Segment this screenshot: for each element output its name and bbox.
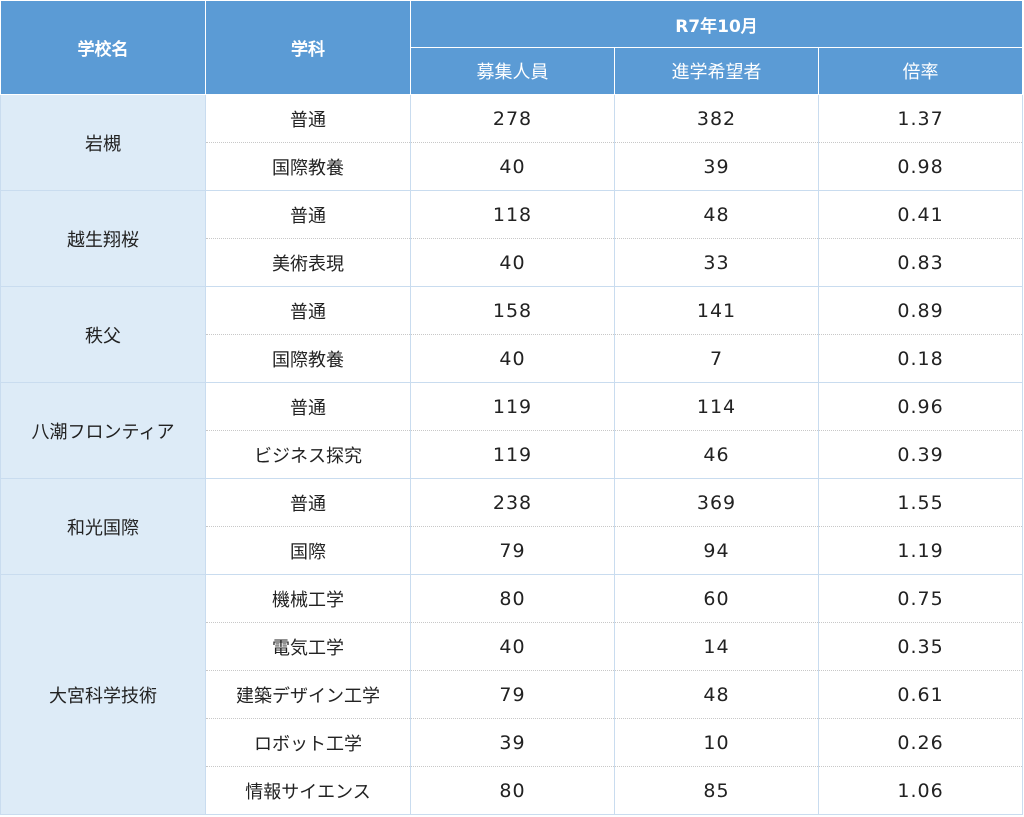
ratio-cell: 0.75 bbox=[817, 574, 1024, 623]
table-row: 建築デザイン工学 79 48 0.61 bbox=[1, 670, 1024, 719]
header-period: R7年10月 bbox=[409, 0, 1024, 48]
department-cell: 国際教養 bbox=[205, 142, 411, 191]
capacity-cell: 278 bbox=[410, 94, 615, 143]
capacity-cell: 119 bbox=[410, 382, 615, 431]
ratio-cell: 0.18 bbox=[817, 334, 1024, 383]
capacity-cell: 40 bbox=[410, 334, 615, 383]
applicants-cell: 141 bbox=[614, 286, 819, 335]
capacity-cell: 118 bbox=[410, 190, 615, 239]
department-cell: 普通 bbox=[205, 94, 411, 143]
table-row: 八潮フロンティア 普通 119 114 0.96 bbox=[0, 382, 1024, 479]
department-cell: 普通 bbox=[205, 382, 411, 431]
applicants-cell: 14 bbox=[614, 622, 819, 671]
school-name: 大宮科学技術 bbox=[0, 574, 206, 815]
ratio-cell: 1.19 bbox=[817, 526, 1024, 575]
applicants-cell: 85 bbox=[614, 766, 819, 815]
department-cell: 普通 bbox=[205, 478, 411, 527]
table-body: 岩槻 普通 278 382 1.37 国際教養 40 39 0.98 越生翔桜 普通 118 48 0.4… bbox=[0, 94, 1024, 815]
applicants-cell: 94 bbox=[614, 526, 819, 575]
applicants-cell: 114 bbox=[614, 382, 819, 431]
applicants-cell: 10 bbox=[614, 718, 819, 767]
department-cell: 普通 bbox=[205, 190, 411, 239]
table-row: 越生翔桜 普通 118 48 0.41 bbox=[0, 190, 1024, 287]
school-name: 越生翔桜 bbox=[0, 190, 206, 287]
school-name: 秩父 bbox=[0, 286, 206, 383]
applicants-cell: 60 bbox=[614, 574, 819, 623]
ratio-cell: 0.35 bbox=[817, 622, 1024, 671]
header-school: 学校名 bbox=[0, 0, 206, 95]
table-row: ロボット工学 39 10 0.26 bbox=[1, 718, 1024, 767]
table-row: 国際 79 94 1.19 bbox=[1, 526, 1024, 575]
capacity-cell: 80 bbox=[410, 574, 615, 623]
ratio-cell: 0.39 bbox=[817, 430, 1024, 479]
ratio-cell: 0.89 bbox=[817, 286, 1024, 335]
table-row: 和光国際 普通 238 369 1.55 bbox=[0, 478, 1024, 575]
department-cell: 情報サイエンス bbox=[205, 766, 411, 815]
capacity-cell: 80 bbox=[410, 766, 615, 815]
capacity-cell: 238 bbox=[410, 478, 615, 527]
header-ratio: 倍率 bbox=[817, 47, 1024, 95]
table-row: 情報サイエンス 80 85 1.06 bbox=[1, 766, 1024, 815]
department-cell: 国際 bbox=[205, 526, 411, 575]
department-cell: ビジネス探究 bbox=[205, 430, 411, 479]
capacity-cell: 40 bbox=[410, 142, 615, 191]
ratio-cell: 0.96 bbox=[817, 382, 1024, 431]
department-cell: 美術表現 bbox=[205, 238, 411, 287]
department-cell: 機械工学 bbox=[205, 574, 411, 623]
capacity-cell: 158 bbox=[410, 286, 615, 335]
ratio-cell: 0.83 bbox=[817, 238, 1024, 287]
department-cell: ロボット工学 bbox=[205, 718, 411, 767]
applicants-cell: 382 bbox=[614, 94, 819, 143]
applicants-cell: 7 bbox=[614, 334, 819, 383]
school-name: 和光国際 bbox=[0, 478, 206, 575]
capacity-cell: 40 bbox=[410, 622, 615, 671]
applicants-cell: 39 bbox=[614, 142, 819, 191]
applicants-cell: 369 bbox=[614, 478, 819, 527]
table-row: ビジネス探究 119 46 0.39 bbox=[1, 430, 1024, 479]
table-row: 岩槻 普通 278 382 1.37 bbox=[0, 94, 1024, 191]
header-applicants: 進学希望者 bbox=[614, 47, 819, 95]
department-cell: 国際教養 bbox=[205, 334, 411, 383]
capacity-cell: 79 bbox=[410, 526, 615, 575]
table-row: 国際教養 40 39 0.98 bbox=[1, 142, 1024, 191]
capacity-cell: 39 bbox=[410, 718, 615, 767]
header-department: 学科 bbox=[205, 0, 411, 95]
school-name: 岩槻 bbox=[0, 94, 206, 191]
ratio-cell: 0.98 bbox=[817, 142, 1024, 191]
applicants-cell: 48 bbox=[614, 670, 819, 719]
department-cell: 電気工学 bbox=[205, 622, 411, 671]
ratio-cell: 0.26 bbox=[817, 718, 1024, 767]
table-row: 秩父 普通 158 141 0.89 bbox=[0, 286, 1024, 383]
ratio-cell: 1.06 bbox=[817, 766, 1024, 815]
table-row: 電気工学 40 14 0.35 bbox=[1, 622, 1024, 671]
capacity-cell: 119 bbox=[410, 430, 615, 479]
table-row: 国際教養 40 7 0.18 bbox=[1, 334, 1024, 383]
department-cell: 普通 bbox=[205, 286, 411, 335]
applicants-cell: 46 bbox=[614, 430, 819, 479]
table-row: 大宮科学技術 機械工学 80 60 0.75 bbox=[0, 574, 1024, 815]
header-capacity: 募集人員 bbox=[410, 47, 615, 95]
table-row: 美術表現 40 33 0.83 bbox=[1, 238, 1024, 287]
ratio-cell: 0.61 bbox=[817, 670, 1024, 719]
department-cell: 建築デザイン工学 bbox=[205, 670, 411, 719]
applicants-cell: 48 bbox=[614, 190, 819, 239]
ratio-cell: 1.37 bbox=[817, 94, 1024, 143]
capacity-cell: 79 bbox=[410, 670, 615, 719]
ratio-cell: 1.55 bbox=[817, 478, 1024, 527]
capacity-cell: 40 bbox=[410, 238, 615, 287]
applicants-cell: 33 bbox=[614, 238, 819, 287]
ratio-cell: 0.41 bbox=[817, 190, 1024, 239]
school-name: 八潮フロンティア bbox=[0, 382, 206, 479]
